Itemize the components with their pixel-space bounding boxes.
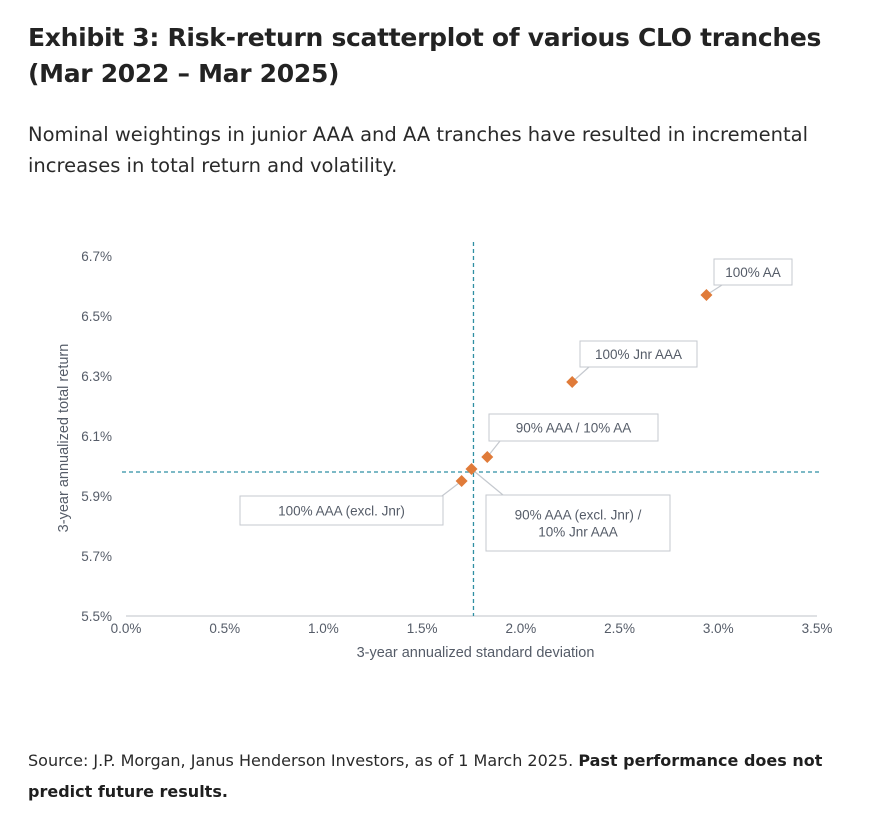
y-tick-label: 5.7% (81, 549, 112, 564)
data-points (455, 289, 713, 487)
x-tick-label: 3.0% (703, 621, 734, 636)
y-tick-label: 6.1% (81, 429, 112, 444)
page-title: Exhibit 3: Risk-return scatterplot of va… (28, 23, 822, 88)
source-text: Source: J.P. Morgan, Janus Henderson Inv… (28, 751, 574, 770)
callout-box (239, 495, 444, 526)
y-tick-label: 5.5% (81, 609, 112, 624)
x-axis-title: 3-year annualized standard deviation (357, 645, 595, 661)
source-note: Source: J.P. Morgan, Janus Henderson Inv… (28, 745, 858, 807)
performance-disclaimer: Past performance does not predict future… (28, 751, 823, 801)
y-tick-label: 6.3% (81, 369, 112, 384)
callout-box (579, 340, 698, 368)
y-tick-label: 5.9% (81, 489, 112, 504)
x-tick-label: 2.0% (505, 621, 536, 636)
x-tick-label: 2.5% (604, 621, 635, 636)
callout-box (713, 258, 793, 286)
x-tick-label: 3.5% (802, 621, 833, 636)
callout-box (488, 413, 659, 442)
data-point (700, 289, 713, 301)
data-point (455, 475, 468, 487)
callout-leader (471, 468, 504, 496)
callout-label: 90% AAA / 10% AA (516, 421, 632, 436)
callouts: 100% AAA (excl. Jnr) 90% AAA (excl. Jnr) … (239, 258, 793, 552)
callout-box (485, 494, 671, 552)
data-point (481, 451, 494, 463)
y-axis-title: 3-year annualized total return (56, 344, 72, 533)
axes: 0.0% 0.5% 1.0% 1.5% 2.0% 2.5% 3.0% 3.5% 5.5% 5.7%… (56, 249, 832, 661)
scatter-chart: 0.0% 0.5% 1.0% 1.5% 2.0% 2.5% 3.0% 3.5% 5.5% 5.7%… (56, 242, 832, 661)
data-point (566, 376, 579, 388)
x-tick-label: 1.5% (407, 621, 438, 636)
y-tick-label: 6.7% (81, 249, 112, 264)
callout-label: 100% Jnr AAA (595, 347, 682, 362)
reference-lines (122, 242, 821, 616)
callout-label: 90% AAA (excl. Jnr) / (515, 508, 642, 523)
x-tick-label: 1.0% (308, 621, 339, 636)
page-subtitle: Nominal weightings in junior AAA and AA … (28, 123, 809, 177)
data-point (465, 463, 478, 475)
callout-leaders (441, 284, 723, 497)
callout-label: 10% Jnr AAA (538, 525, 618, 540)
y-tick-label: 6.5% (81, 309, 112, 324)
x-tick-label: 0.0% (111, 621, 142, 636)
x-tick-label: 0.5% (209, 621, 240, 636)
callout-label: 100% AAA (excl. Jnr) (278, 504, 405, 519)
callout-label: 100% AA (725, 265, 781, 280)
